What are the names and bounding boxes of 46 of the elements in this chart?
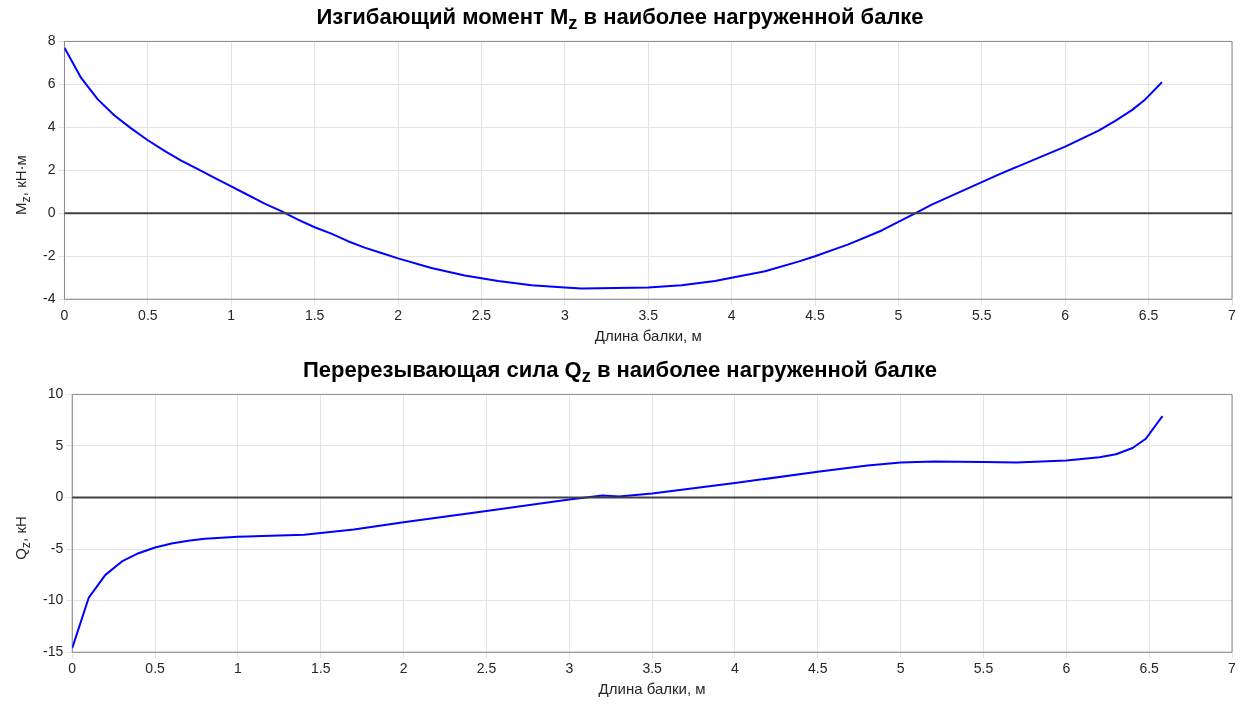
x-tick-label: 7 — [1228, 307, 1237, 324]
y-tick-label: -4 — [43, 290, 56, 307]
x-axis-title: Длина балки, м — [598, 680, 706, 698]
x-tick-label: 7 — [1228, 660, 1237, 677]
x-tick-label: 5 — [896, 660, 905, 677]
x-tick-label: 2.5 — [471, 307, 492, 324]
x-tick-label: 5.5 — [972, 307, 992, 324]
y-tick-label: -10 — [43, 591, 64, 608]
x-tick-label: 3.5 — [642, 660, 663, 677]
x-tick-label: 4.5 — [808, 660, 828, 677]
y-tick-label: 10 — [47, 385, 64, 402]
x-tick-label: 1 — [234, 660, 243, 677]
x-axis-title: Длина балки, м — [594, 327, 702, 345]
x-tick-label: 2 — [394, 307, 403, 324]
x-tick-label: 3 — [565, 660, 574, 677]
x-tick-label: 1 — [227, 307, 236, 324]
y-tick-label: 6 — [47, 75, 56, 92]
y-tick-label: -5 — [50, 539, 64, 556]
y-tick-label: 0 — [47, 204, 56, 221]
x-tick-label: 5.5 — [973, 660, 994, 677]
x-tick-label: 4 — [727, 307, 736, 324]
x-tick-label: 6.5 — [1138, 307, 1159, 324]
x-tick-label: 3 — [560, 307, 569, 324]
y-tick-label: 4 — [47, 118, 56, 135]
x-tick-label: 1.5 — [311, 660, 331, 677]
y-tick-label: 2 — [47, 161, 56, 178]
x-tick-label: 5 — [894, 307, 903, 324]
chart-title: Изгибающий момент M$_{z}$ в наиболее нагруженной балке — [316, 4, 924, 34]
x-tick-label: 6 — [1062, 660, 1071, 677]
y-tick-label: 0 — [55, 488, 64, 505]
y-tick-label: 8 — [47, 32, 56, 49]
x-tick-label: 6.5 — [1139, 660, 1160, 677]
x-tick-label: 3.5 — [638, 307, 659, 324]
chart-title: Перерезывающая сила Q$_{z}$ в наиболее нагруженной балке — [303, 357, 937, 387]
x-tick-label: 0.5 — [138, 307, 158, 324]
x-tick-label: 0.5 — [145, 660, 166, 677]
y-tick-label: -2 — [43, 247, 56, 264]
x-tick-label: 2 — [399, 660, 408, 677]
y-tick-label: 5 — [55, 436, 64, 453]
y-tick-label: -15 — [43, 643, 64, 660]
x-tick-label: 4.5 — [805, 307, 825, 324]
x-tick-label: 6 — [1061, 307, 1070, 324]
x-tick-label: 4 — [731, 660, 740, 677]
x-tick-label: 0 — [68, 660, 77, 677]
x-tick-label: 1.5 — [304, 307, 325, 324]
x-tick-label: 2.5 — [476, 660, 497, 677]
